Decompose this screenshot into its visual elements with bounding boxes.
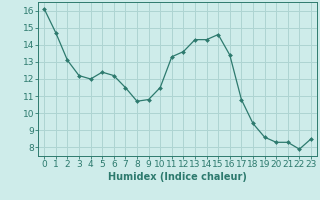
X-axis label: Humidex (Indice chaleur): Humidex (Indice chaleur) [108,172,247,182]
